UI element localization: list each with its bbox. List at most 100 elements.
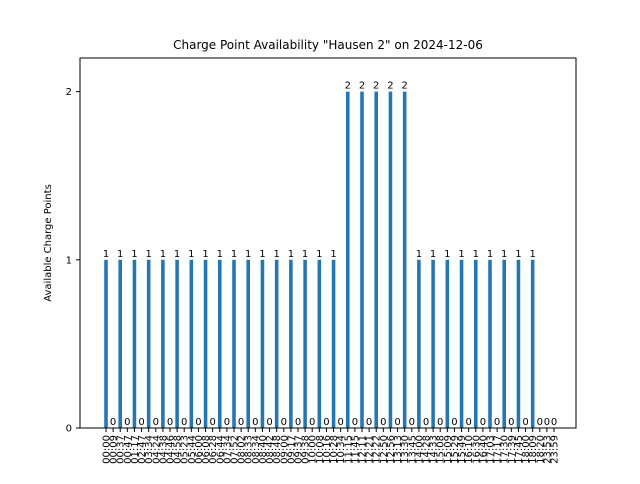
- bar: [146, 259, 151, 428]
- x-tick-label: 15:29: [450, 435, 461, 464]
- x-tick-label: 16:30: [471, 435, 482, 464]
- bar-value-label: 0: [323, 417, 329, 428]
- bar-value-label: 2: [373, 81, 379, 92]
- x-tick-label: 09:00: [279, 435, 290, 464]
- x-tick-label: 08:02: [237, 435, 248, 464]
- x-tick-label: 04:46: [166, 435, 177, 464]
- x-tick-label: 17:17: [493, 435, 504, 464]
- bar-value-label: 0: [494, 417, 500, 428]
- bar: [232, 259, 236, 428]
- bar-value-label: 0: [138, 417, 144, 428]
- bar-value-label: 0: [352, 417, 358, 428]
- bar: [346, 91, 350, 428]
- bar-value-label: 0: [252, 417, 258, 428]
- bar-value-label: 0: [167, 417, 173, 428]
- x-tick-label: 07:52: [230, 435, 241, 464]
- bar: [331, 259, 336, 428]
- x-tick-label: 07:34: [222, 435, 233, 464]
- x-tick-label: 15:49: [457, 435, 468, 464]
- x-tick-label: 15:08: [436, 435, 447, 464]
- bar: [260, 259, 265, 428]
- bar: [388, 91, 393, 428]
- bar-value-label: 0: [295, 417, 301, 428]
- bar: [417, 259, 421, 428]
- x-tick-label: 12:56: [386, 435, 397, 464]
- x-tick-label: 11:45: [350, 435, 361, 464]
- bar-value-label: 2: [387, 81, 393, 92]
- x-tick-label: 09:38: [301, 435, 312, 464]
- bar-value-label: 1: [145, 249, 151, 260]
- bar: [474, 259, 478, 428]
- bar: [374, 91, 378, 428]
- bar-value-label: 2: [401, 81, 407, 92]
- x-tick-label: 18:00: [521, 435, 532, 464]
- bar: [203, 259, 208, 428]
- bar-value-label: 2: [359, 81, 365, 92]
- x-tick-label: 23:59: [550, 435, 561, 464]
- x-tick-label: 10:28: [329, 435, 340, 464]
- x-tick-label: 17:45: [514, 435, 525, 464]
- bar-value-label: 0: [124, 417, 130, 428]
- bar: [189, 259, 194, 428]
- x-tick-label: 12:22: [372, 435, 383, 464]
- bar-value-label: 1: [273, 249, 279, 260]
- bar-value-label: 1: [188, 249, 194, 260]
- bar-value-label: 0: [508, 417, 514, 428]
- x-tick-label: 15:09: [443, 435, 454, 464]
- y-tick-label: 0: [66, 424, 72, 435]
- bar-value-label: 0: [409, 417, 415, 428]
- bar: [161, 259, 165, 428]
- bar-value-label: 1: [529, 249, 535, 260]
- bar: [118, 259, 122, 428]
- bar-value-label: 1: [501, 249, 507, 260]
- bar-value-label: 2: [345, 81, 351, 92]
- x-tick-label: 06:28: [208, 435, 219, 464]
- bar-value-label: 0: [465, 417, 471, 428]
- x-tick-label: 10:00: [308, 435, 319, 464]
- bar-value-label: 1: [487, 249, 493, 260]
- x-tick-label: 08:33: [244, 435, 255, 464]
- x-tick-label: 10:34: [336, 435, 347, 464]
- bar-value-label: 1: [473, 249, 479, 260]
- bar-value-label: 0: [309, 417, 315, 428]
- bar-value-label: 1: [231, 249, 237, 260]
- x-tick-label: 10:16: [322, 435, 333, 464]
- bar-value-label: 0: [437, 417, 443, 428]
- bar: [132, 259, 137, 428]
- x-tick-label: 17:03: [486, 435, 497, 464]
- bar-value-label: 0: [195, 417, 201, 428]
- y-axis-label: Available Charge Points: [43, 184, 54, 302]
- bar-value-label: 0: [394, 417, 400, 428]
- x-tick-label: 13:30: [400, 435, 411, 464]
- bar: [530, 259, 535, 428]
- x-tick-label: 06:44: [215, 435, 226, 464]
- bar-value-label: 1: [217, 249, 223, 260]
- bar-value-label: 1: [160, 249, 166, 260]
- bar-value-label: 0: [544, 417, 550, 428]
- bar-value-label: 1: [131, 249, 137, 260]
- x-tick-label: 17:39: [507, 435, 518, 464]
- bar: [175, 259, 179, 428]
- bar-value-label: 0: [181, 417, 187, 428]
- x-tick-label: 18:09: [528, 435, 539, 464]
- bar-value-label: 1: [174, 249, 180, 260]
- bar-value-label: 0: [380, 417, 386, 428]
- chart-title: Charge Point Availability "Hausen 2" on …: [173, 38, 483, 52]
- y-tick-label: 1: [66, 255, 72, 266]
- x-tick-label: 03:34: [144, 435, 155, 464]
- bar-value-label: 0: [209, 417, 215, 428]
- bar-value-label: 1: [458, 249, 464, 260]
- bar: [516, 259, 521, 428]
- x-tick-label: 09:37: [294, 435, 305, 464]
- bar-value-label: 1: [288, 249, 294, 260]
- bar: [274, 259, 279, 428]
- x-tick-label: 00:47: [123, 435, 134, 464]
- bar-value-label: 1: [302, 249, 308, 260]
- x-tick-label: 06:00: [194, 435, 205, 464]
- bar-value-label: 1: [444, 249, 450, 260]
- bar-value-label: 1: [416, 249, 422, 260]
- bar-value-label: 1: [259, 249, 265, 260]
- bar-value-label: 1: [117, 249, 123, 260]
- x-tick-label: 08:42: [265, 435, 276, 464]
